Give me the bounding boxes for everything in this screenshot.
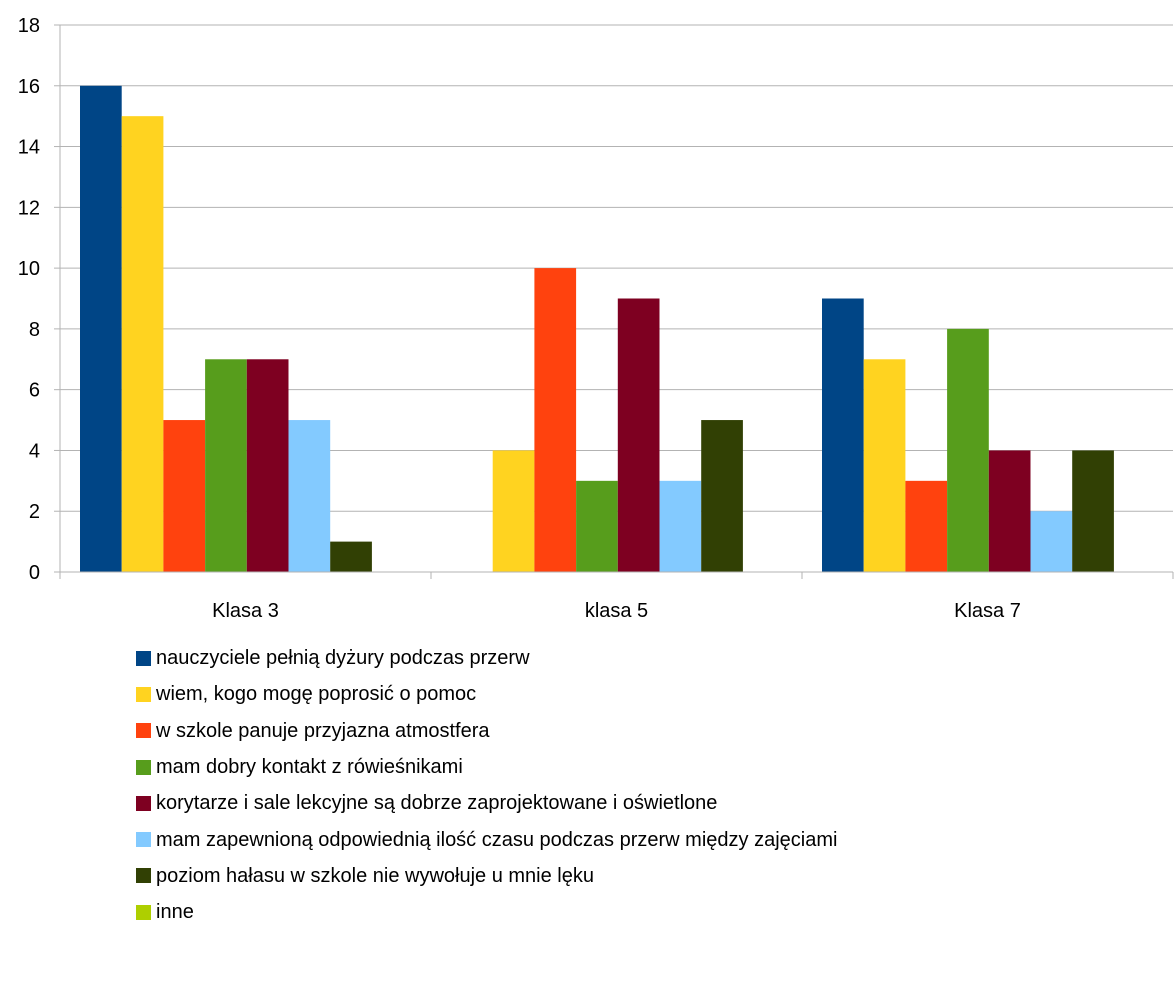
legend-item: nauczyciele pełnią dyżury podczas przerw: [136, 640, 837, 676]
bar: [163, 420, 206, 572]
bar: [288, 420, 331, 572]
bar: [822, 298, 864, 572]
legend-label: wiem, kogo mogę poprosić o pomoc: [156, 683, 477, 706]
legend-swatch: [136, 904, 151, 920]
legend-swatch: [136, 795, 151, 811]
bar: [492, 450, 535, 572]
legend-swatch: [136, 759, 151, 775]
legend-label: korytarze i sale lekcyjne są dobrze zapr…: [156, 792, 718, 815]
x-tick-label: Klasa 3: [212, 600, 279, 622]
x-tick-label: klasa 5: [585, 600, 648, 622]
legend-swatch: [136, 832, 151, 848]
legend-item: mam zapewnioną odpowiednią ilość czasu p…: [136, 821, 837, 857]
y-tick-label: 10: [18, 258, 40, 280]
bar: [659, 480, 702, 572]
legend-swatch: [136, 686, 151, 702]
y-tick-label: 4: [29, 440, 40, 462]
bar: [701, 420, 743, 572]
y-tick-label: 18: [18, 15, 40, 37]
bar-chart: 0 2 4 6 8 10 12 14 16 18 Klasa 3 klasa 5 Klasa 7: [18, 15, 1174, 622]
bar: [534, 268, 577, 572]
bar: [576, 480, 618, 572]
y-tick-label: 6: [29, 380, 40, 402]
legend-swatch: [136, 723, 151, 739]
bar: [205, 359, 247, 572]
bars: [80, 85, 1114, 573]
legend-item: wiem, kogo mogę poprosić o pomoc: [136, 676, 837, 712]
legend-item: poziom hałasu w szkole nie wywołuje u mn…: [136, 858, 837, 894]
bar: [246, 359, 289, 572]
legend-label: inne: [156, 901, 194, 924]
y-axis-tick-labels: 0 2 4 6 8 10 12 14 16 18: [18, 15, 40, 584]
x-tick-label: Klasa 7: [954, 600, 1021, 622]
bar: [905, 480, 948, 572]
bar: [1030, 511, 1073, 572]
legend-item: inne: [136, 894, 837, 930]
legend-item: mam dobry kontakt z rówieśnikami: [136, 749, 837, 785]
y-tick-label: 2: [29, 501, 40, 523]
legend-label: poziom hałasu w szkole nie wywołuje u mn…: [156, 864, 594, 887]
y-tick-label: 12: [18, 197, 40, 219]
bar: [80, 85, 122, 573]
y-tick-label: 0: [29, 562, 40, 584]
y-tick-label: 16: [18, 76, 40, 98]
x-axis-tick-labels: Klasa 3 klasa 5 Klasa 7: [212, 600, 1021, 622]
bar: [121, 116, 164, 573]
bar: [330, 541, 372, 572]
legend-label: w szkole panuje przyjazna atmostfera: [156, 719, 490, 742]
legend-item: w szkole panuje przyjazna atmostfera: [136, 713, 837, 749]
legend-label: mam zapewnioną odpowiednią ilość czasu p…: [156, 828, 838, 851]
y-tick-label: 14: [18, 137, 40, 159]
bar: [947, 328, 989, 572]
axes: [59, 25, 1174, 579]
legend-item: korytarze i sale lekcyjne są dobrze zapr…: [136, 785, 837, 821]
legend-swatch: [136, 868, 151, 884]
legend: nauczyciele pełnią dyżury podczas przerw…: [136, 640, 837, 930]
legend-label: mam dobry kontakt z rówieśnikami: [156, 756, 463, 779]
bar: [863, 359, 906, 572]
bar: [988, 450, 1031, 572]
bar: [1072, 450, 1114, 572]
y-tick-label: 8: [29, 319, 40, 341]
legend-label: nauczyciele pełnią dyżury podczas przerw: [156, 647, 530, 670]
legend-swatch: [136, 650, 151, 666]
bar: [617, 298, 660, 572]
